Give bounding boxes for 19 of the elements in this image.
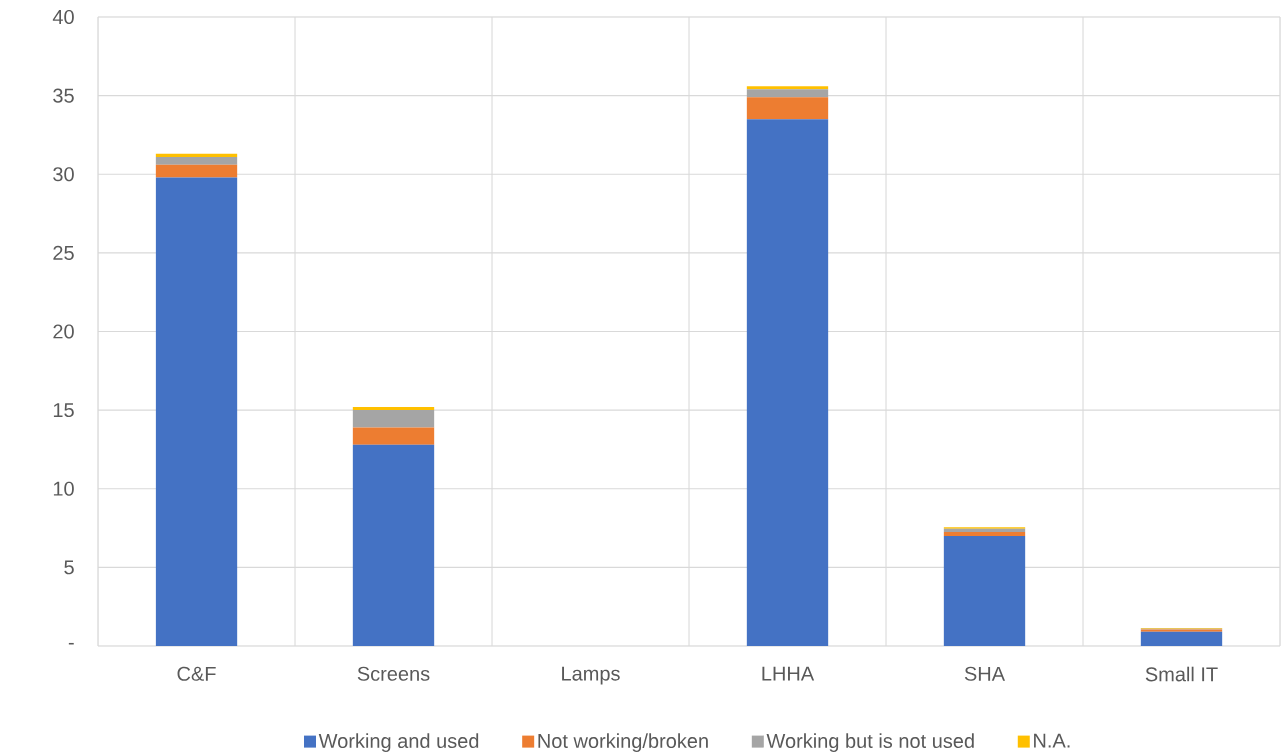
y-tick-label: 10 xyxy=(53,481,74,496)
y-tick-label: 15 xyxy=(53,403,74,418)
y-tick-label: 40 xyxy=(52,9,74,25)
x-tick-label: SHA xyxy=(964,666,1006,681)
x-tick-label: Lamps xyxy=(562,666,620,685)
x-tick-label: LHHA xyxy=(762,666,815,681)
legend-label: Not working/broken xyxy=(538,733,708,752)
y-tick-label: 30 xyxy=(53,167,74,182)
y-tick-label: 25 xyxy=(53,245,74,260)
x-tick-label: Small IT xyxy=(1145,666,1218,682)
legend-label: Working but is not used xyxy=(766,733,974,752)
legend-label: Working and used xyxy=(318,733,479,752)
legend-label: N.A. xyxy=(1034,733,1070,748)
x-tick-label: Screens xyxy=(357,666,430,681)
y-tick-label: - xyxy=(68,642,74,645)
x-tick-label: C&F xyxy=(177,666,216,681)
y-tick-label: 35 xyxy=(53,88,74,103)
y-tick-label: 20 xyxy=(53,324,74,339)
y-tick-label: 5 xyxy=(64,560,74,575)
